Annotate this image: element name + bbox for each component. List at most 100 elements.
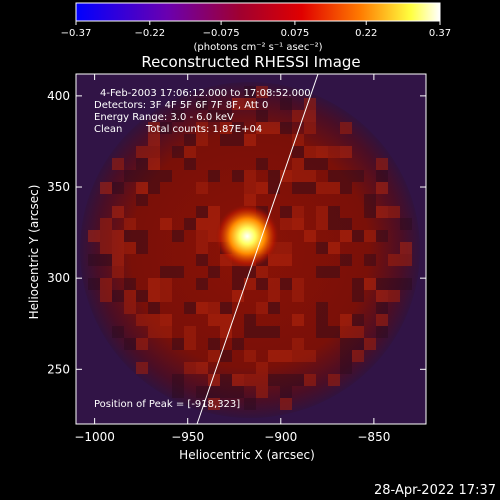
pixel-block [196,386,208,398]
pixel-block [196,182,208,194]
pixel-block [184,146,196,158]
colorbar-tick-label: 0.22 [355,28,377,39]
pixel-block [88,230,100,242]
pixel-block [208,302,220,314]
pixel-block [292,158,304,170]
pixel-block [340,314,352,326]
pixel-block [112,254,124,266]
pixel-block [172,338,184,350]
pixel-block [280,386,292,398]
pixel-block [364,194,376,206]
pixel-block [364,206,376,218]
pixel-block [352,230,364,242]
solar-limb-line [196,74,319,424]
colorbar-tick-label: 0.075 [281,28,310,39]
pixel-block [148,302,160,314]
pixel-block [256,362,268,374]
pixel-block [184,338,196,350]
pixel-block [244,314,256,326]
pixel-block [244,326,256,338]
pixel-block [304,374,316,386]
pixel-block [160,122,172,134]
pixel-block [184,158,196,170]
pixel-block [256,386,268,398]
pixel-block [352,350,364,362]
pixel-block [112,206,124,218]
pixel-block [148,182,160,194]
pixel-block [316,302,328,314]
pixel-block [124,230,136,242]
pixel-block [328,326,340,338]
pixel-block [340,350,352,362]
pixel-block [280,170,292,182]
pixel-block [196,230,208,242]
pixel-block [196,218,208,230]
pixel-block [280,98,292,110]
pixel-block [112,182,124,194]
pixel-block [352,290,364,302]
pixel-block [100,242,112,254]
y-tick-label: 250 [47,362,70,376]
pixel-block [388,254,400,266]
pixel-block [220,350,232,362]
pixel-block [340,122,352,134]
colorbar-tick-label: −0.22 [134,28,165,39]
pixel-block [328,146,340,158]
pixel-block [376,290,388,302]
pixel-block [112,290,124,302]
pixel-block [328,170,340,182]
pixel-block [148,278,160,290]
pixel-block [100,218,112,230]
pixel-block [316,146,328,158]
pixel-block [220,374,232,386]
pixel-block [376,302,388,314]
pixel-block [340,170,352,182]
pixel-block [316,266,328,278]
pixel-block [136,158,148,170]
pixel-block [148,158,160,170]
pixel-block [280,122,292,134]
pixel-block [196,278,208,290]
plot-frame [75,73,427,425]
pixel-block [136,182,148,194]
pixel-block [316,326,328,338]
pixel-block [352,278,364,290]
pixel-block [196,254,208,266]
detectors-text: Detectors: 3F 4F 5F 6F 7F 8F, Att 0 [94,100,268,111]
pixel-block [232,122,244,134]
pixel-block [220,314,232,326]
pixel-block [124,302,136,314]
pixel-block [328,374,340,386]
pixel-block [268,374,280,386]
pixel-block [292,182,304,194]
pixel-block [292,170,304,182]
footer-timestamp: 28-Apr-2022 17:37 [374,483,496,498]
pixel-block [136,230,148,242]
pixel-block [124,218,136,230]
pixel-block [136,362,148,374]
pixel-block [304,170,316,182]
total-counts-text: Total counts: 1.87E+04 [145,124,262,135]
pixel-block [328,206,340,218]
pixel-block [256,110,268,122]
pixel-block [292,146,304,158]
pixel-block [172,266,184,278]
pixel-block [244,134,256,146]
pixel-block [220,326,232,338]
pixel-block [232,134,244,146]
pixel-block [292,374,304,386]
pixel-block [196,134,208,146]
pixel-block [136,314,148,326]
pixel-block [244,86,256,98]
pixel-block [244,278,256,290]
pixel-block [208,338,220,350]
pixel-block [268,302,280,314]
pixel-block [256,278,268,290]
pixel-block [364,278,376,290]
pixel-block [196,302,208,314]
pixel-block [88,278,100,290]
pixel-block [148,146,160,158]
pixel-block [376,326,388,338]
pixel-block [172,110,184,122]
pixel-block [208,314,220,326]
